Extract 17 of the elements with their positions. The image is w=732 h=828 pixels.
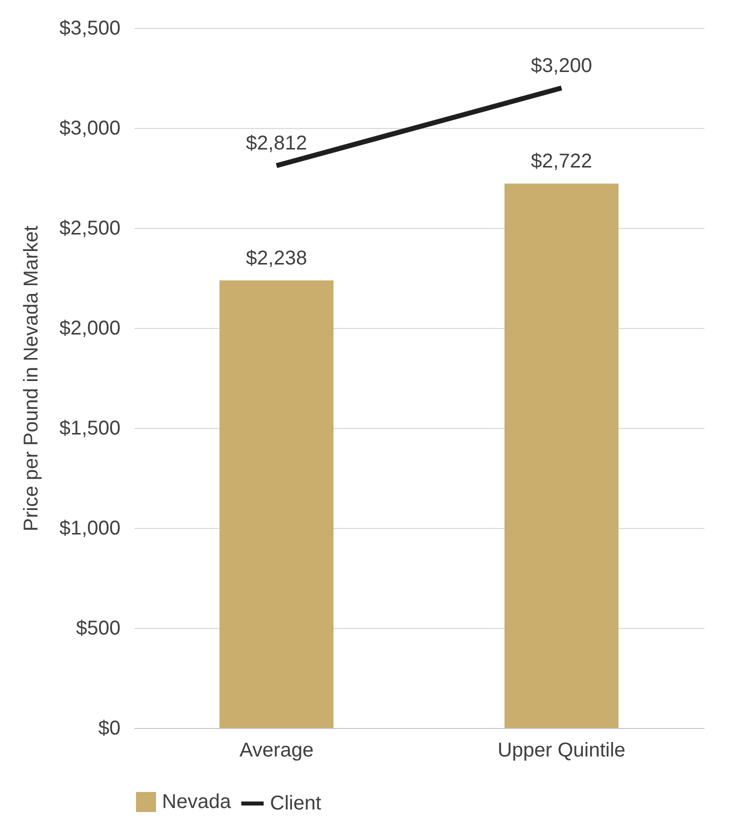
y-tick-label: $1,500 bbox=[59, 418, 120, 440]
y-tick-label: $500 bbox=[76, 618, 120, 640]
data-label: $3,200 bbox=[530, 55, 592, 77]
data-label: $2,812 bbox=[246, 132, 308, 155]
data-label: $2,238 bbox=[246, 247, 308, 270]
legend-label: Nevada bbox=[162, 791, 232, 813]
y-tick-label: $0 bbox=[98, 718, 120, 740]
y-tick-label: $3,000 bbox=[59, 118, 120, 140]
y-tick-label: $2,000 bbox=[59, 318, 120, 340]
y-tick-label: $2,500 bbox=[59, 218, 120, 240]
y-tick-label: $3,500 bbox=[59, 18, 120, 40]
x-tick-label: Average bbox=[239, 740, 314, 762]
y-tick-label: $1,000 bbox=[59, 518, 120, 540]
legend-label: Client bbox=[270, 792, 322, 814]
data-label: $2,722 bbox=[530, 150, 592, 173]
y-axis-title: Price per Pound in Nevada Market bbox=[20, 225, 42, 532]
x-tick-label: Upper Quintile bbox=[498, 740, 626, 762]
